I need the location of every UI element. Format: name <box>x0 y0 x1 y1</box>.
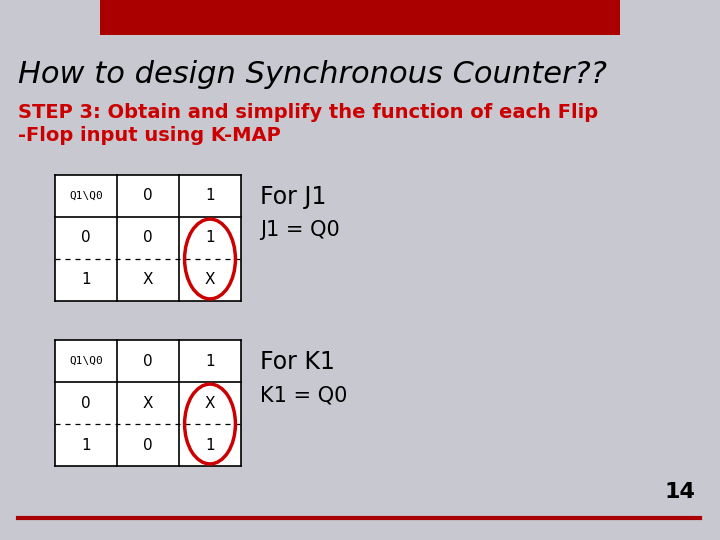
Text: J1 = Q0: J1 = Q0 <box>260 220 340 240</box>
Text: 1: 1 <box>205 231 215 246</box>
Text: 0: 0 <box>143 354 153 368</box>
Text: 1: 1 <box>205 188 215 204</box>
Text: For K1: For K1 <box>260 350 335 374</box>
Text: 0: 0 <box>143 437 153 453</box>
Text: 14: 14 <box>664 482 695 502</box>
Text: How to design Synchronous Counter??: How to design Synchronous Counter?? <box>18 60 607 89</box>
Bar <box>55 175 241 301</box>
Text: 0: 0 <box>143 188 153 204</box>
Text: Q1\Q0: Q1\Q0 <box>69 356 103 366</box>
Text: 0: 0 <box>81 395 91 410</box>
Text: 1: 1 <box>205 437 215 453</box>
Text: 0: 0 <box>143 231 153 246</box>
Text: Q1\Q0: Q1\Q0 <box>69 191 103 201</box>
Text: 1: 1 <box>81 273 91 287</box>
Text: X: X <box>204 395 215 410</box>
Text: 1: 1 <box>81 437 91 453</box>
Bar <box>100 0 620 35</box>
Text: 0: 0 <box>81 231 91 246</box>
Text: 1: 1 <box>205 354 215 368</box>
Text: -Flop input using K-MAP: -Flop input using K-MAP <box>18 126 281 145</box>
Bar <box>55 340 241 466</box>
Text: K1 = Q0: K1 = Q0 <box>260 385 347 405</box>
Text: For J1: For J1 <box>260 185 326 209</box>
Text: X: X <box>204 273 215 287</box>
Text: STEP 3: Obtain and simplify the function of each Flip: STEP 3: Obtain and simplify the function… <box>18 103 598 122</box>
Text: X: X <box>143 395 153 410</box>
Text: X: X <box>143 273 153 287</box>
